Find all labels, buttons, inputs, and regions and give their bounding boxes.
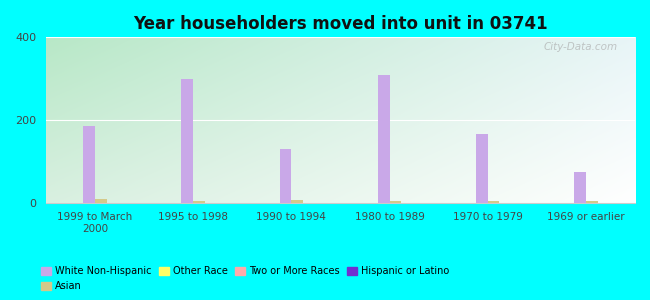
Bar — [586, 201, 598, 203]
Bar — [95, 200, 107, 203]
Text: City-Data.com: City-Data.com — [543, 42, 618, 52]
Bar — [389, 201, 401, 203]
Bar — [574, 172, 586, 203]
Bar — [83, 126, 95, 203]
Bar — [378, 74, 389, 203]
Title: Year householders moved into unit in 03741: Year householders moved into unit in 037… — [133, 15, 548, 33]
Bar — [181, 79, 193, 203]
Bar — [291, 200, 303, 203]
Bar — [280, 149, 291, 203]
Legend: White Non-Hispanic, Asian, Other Race, Two or More Races, Hispanic or Latino: White Non-Hispanic, Asian, Other Race, T… — [37, 262, 453, 295]
Bar — [193, 201, 205, 203]
Bar — [476, 134, 488, 203]
Bar — [488, 201, 499, 203]
